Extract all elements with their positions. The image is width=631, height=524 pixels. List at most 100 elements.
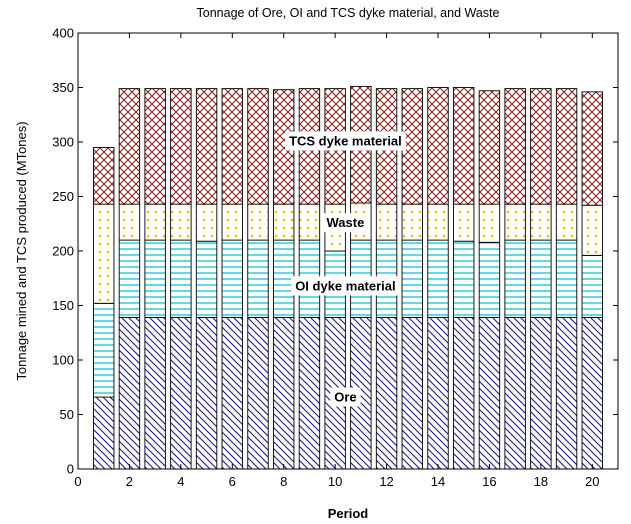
annotation-oi-dyke-material: OI dyke material (291, 276, 400, 296)
bar-waste-period-1 (93, 203, 115, 304)
bar-tcs-dyke-material-period-14 (427, 87, 449, 205)
y-tick-label: 300 (52, 135, 74, 150)
bar-waste-period-12 (375, 203, 398, 241)
bar-waste-period-2 (118, 203, 141, 241)
y-tick-label: 100 (52, 353, 74, 368)
bar-oi-dyke-material-period-18 (530, 239, 552, 318)
y-axis-label: Tonnage mined and TCS produced (MTones) (14, 121, 29, 380)
bar-ore-period-5 (195, 317, 218, 470)
annotation-tcs-dyke-material: TCS dyke material (285, 131, 406, 151)
bar-tcs-dyke-material-period-20 (581, 91, 603, 206)
bar-tcs-dyke-material-period-16 (478, 90, 501, 205)
x-tick-label: 14 (431, 474, 445, 489)
x-tick-label: 12 (379, 474, 393, 489)
bar-ore-period-14 (427, 317, 449, 470)
annotation-background (330, 387, 361, 407)
bar-ore-period-3 (144, 317, 166, 470)
annotation-waste: Waste (322, 213, 369, 233)
x-tick-label: 18 (534, 474, 548, 489)
bar-waste-period-6 (221, 203, 243, 241)
bar-waste-period-3 (144, 203, 166, 241)
x-tick-label: 6 (229, 474, 236, 489)
bar-waste-period-5 (195, 203, 218, 242)
bar-oi-dyke-material-period-8 (273, 239, 295, 318)
bar-tcs-dyke-material-period-19 (555, 88, 578, 205)
bar-oi-dyke-material-period-4 (170, 239, 192, 318)
bar-ore-period-17 (504, 317, 526, 470)
x-tick-label: 4 (177, 474, 184, 489)
y-tick-label: 50 (60, 407, 74, 422)
bar-ore-period-12 (375, 317, 398, 470)
bar-oi-dyke-material-period-1 (93, 302, 115, 398)
bar-waste-period-18 (530, 203, 552, 241)
x-axis-label: Period (328, 506, 369, 521)
bar-waste-period-15 (453, 203, 475, 242)
bar-waste-period-20 (581, 204, 603, 256)
annotations-layer: TCS dyke material Waste OI dyke material Or… (285, 131, 406, 407)
bar-waste-period-7 (247, 203, 269, 241)
bar-waste-period-13 (401, 203, 423, 241)
bar-ore-period-2 (118, 317, 141, 470)
bar-tcs-dyke-material-period-3 (144, 88, 166, 205)
bar-ore-period-7 (247, 317, 269, 470)
bar-oi-dyke-material-period-20 (581, 254, 603, 318)
x-tick-label: 10 (328, 474, 342, 489)
annotation-label: TCS dyke material (289, 133, 402, 148)
y-tick-label: 250 (52, 189, 74, 204)
annotation-label: OI dyke material (295, 278, 395, 293)
x-tick-label: 2 (126, 474, 133, 489)
bar-oi-dyke-material-period-17 (504, 239, 526, 318)
y-tick-label: 0 (67, 462, 74, 477)
annotation-label: Ore (334, 390, 356, 405)
bar-tcs-dyke-material-period-1 (93, 146, 115, 205)
y-tick-label: 400 (52, 26, 74, 41)
y-tick-label: 200 (52, 244, 74, 259)
bar-waste-period-19 (555, 203, 578, 241)
bar-tcs-dyke-material-period-4 (170, 88, 192, 205)
bar-oi-dyke-material-period-15 (453, 240, 475, 318)
bar-oi-dyke-material-period-19 (555, 239, 578, 318)
bar-waste-period-16 (478, 203, 501, 243)
bar-waste-period-8 (273, 203, 295, 241)
bar-tcs-dyke-material-period-18 (530, 88, 552, 205)
bar-oi-dyke-material-period-3 (144, 239, 166, 318)
annotation-background (291, 276, 400, 296)
bar-oi-dyke-material-period-7 (247, 239, 269, 318)
bar-oi-dyke-material-period-6 (221, 239, 243, 318)
bar-ore-period-19 (555, 317, 578, 470)
bar-waste-period-17 (504, 203, 526, 241)
bar-tcs-dyke-material-period-17 (504, 88, 526, 205)
bar-ore-period-13 (401, 317, 423, 470)
bar-oi-dyke-material-period-14 (427, 239, 449, 318)
bar-oi-dyke-material-period-16 (478, 241, 501, 318)
bar-ore-period-1 (93, 396, 115, 470)
bar-waste-period-9 (298, 203, 321, 241)
bar-ore-period-6 (221, 317, 243, 470)
bar-tcs-dyke-material-period-15 (453, 87, 475, 205)
ticks-layer: 0 2 4 6 8 10 12 14 16 18 2005010015020025030035040… (52, 26, 618, 489)
annotation-background (285, 131, 406, 151)
x-tick-label: 20 (585, 474, 599, 489)
bar-ore-period-9 (298, 317, 321, 470)
chart-title: Tonnage of Ore, OI and TCS dyke material… (197, 6, 500, 20)
bar-ore-period-4 (170, 317, 192, 470)
bar-waste-period-4 (170, 203, 192, 241)
bar-ore-period-20 (581, 317, 603, 470)
bar-ore-period-16 (478, 317, 501, 470)
bar-oi-dyke-material-period-5 (195, 240, 218, 318)
x-tick-label: 0 (74, 474, 81, 489)
x-tick-label: 8 (280, 474, 287, 489)
x-tick-label: 16 (482, 474, 496, 489)
bar-ore-period-18 (530, 317, 552, 470)
y-tick-label: 350 (52, 80, 74, 95)
bar-oi-dyke-material-period-13 (401, 239, 423, 318)
bar-tcs-dyke-material-period-7 (247, 88, 269, 205)
annotation-background (322, 213, 369, 233)
bar-tcs-dyke-material-period-2 (118, 88, 141, 205)
bar-tcs-dyke-material-period-6 (221, 88, 243, 205)
bar-ore-period-15 (453, 317, 475, 470)
bar-oi-dyke-material-period-2 (118, 239, 141, 318)
bar-ore-period-8 (273, 317, 295, 470)
